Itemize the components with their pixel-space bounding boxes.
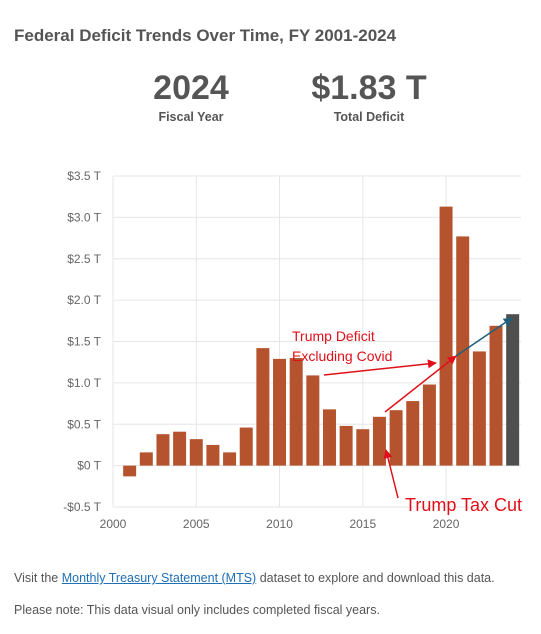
y-tick-label: $0.5 T — [67, 417, 101, 431]
bar-2020[interactable] — [439, 206, 453, 466]
annotation-arrow-red-1 — [323, 359, 437, 376]
bar-2002[interactable] — [139, 452, 153, 466]
bar-2003[interactable] — [156, 434, 170, 466]
deficit-bar-chart: -$0.5 T $0 T $0.5 T $1.0 T $1.5 T $2.0 T $2.5 … — [63, 169, 522, 530]
footer-mts-prefix: Visit the — [14, 571, 62, 585]
mts-link[interactable]: Monthly Treasury Statement (MTS) — [61, 571, 257, 585]
annotation-trump-deficit-line2: Excluding Covid — [292, 348, 392, 364]
total-deficit-stat: $1.83 T Total Deficit — [296, 68, 442, 124]
bar-2016[interactable] — [372, 416, 386, 466]
y-tick-label: $1.5 T — [67, 335, 101, 349]
y-tick-label: -$0.5 T — [63, 500, 101, 514]
total-deficit-value: $1.83 T — [311, 69, 427, 107]
bar-2005[interactable] — [189, 439, 203, 466]
bar-2018[interactable] — [406, 401, 420, 466]
bar-2012[interactable] — [306, 375, 320, 466]
x-tick-label: 2000 — [100, 517, 127, 530]
fiscal-year-stat: 2024 Fiscal Year — [140, 68, 242, 124]
bar-2006[interactable] — [206, 444, 220, 466]
bar-2014[interactable] — [339, 425, 353, 466]
bar-2007[interactable] — [223, 452, 237, 466]
bar-2013[interactable] — [322, 409, 336, 466]
bar-2008[interactable] — [239, 427, 253, 466]
total-deficit-label: Total Deficit — [333, 110, 405, 124]
bar-2004[interactable] — [173, 431, 187, 466]
x-tick-label: 2020 — [433, 517, 460, 530]
fiscal-year-value: 2024 — [153, 69, 229, 107]
footer-mts-suffix: dataset to explore and download this dat… — [256, 571, 495, 585]
bar-2011[interactable] — [289, 358, 303, 466]
bar-2023[interactable] — [489, 325, 503, 466]
bar-2001[interactable] — [123, 465, 137, 477]
chart-title: Federal Deficit Trends Over Time, FY 200… — [14, 26, 397, 45]
y-tick-label: $2.5 T — [67, 252, 101, 266]
x-tick-label: 2005 — [183, 517, 210, 530]
bar-2017[interactable] — [389, 410, 403, 466]
bar-2019[interactable] — [422, 384, 436, 466]
y-tick-label: $2.0 T — [67, 293, 101, 307]
y-axis-tick-labels: -$0.5 T $0 T $0.5 T $1.0 T $1.5 T $2.0 T $2.5 … — [63, 169, 101, 514]
y-tick-label: $1.0 T — [67, 376, 101, 390]
annotation-arrow-red-2 — [384, 355, 457, 413]
x-tick-label: 2015 — [349, 517, 376, 530]
y-tick-label: $3.5 T — [67, 169, 101, 183]
bar-2015[interactable] — [356, 429, 370, 466]
y-tick-label: $3.0 T — [67, 210, 101, 224]
bar-2024[interactable] — [506, 314, 520, 466]
x-axis-tick-labels: 2000 2005 2010 2015 2020 — [100, 517, 460, 530]
footer-mts-note: Visit the Monthly Treasury Statement (MT… — [14, 571, 495, 585]
x-tick-label: 2010 — [266, 517, 293, 530]
annotation-arrow-tax-cut — [383, 449, 399, 499]
annotation-arrow-blue — [455, 317, 513, 357]
annotation-trump-deficit-line1: Trump Deficit — [292, 328, 375, 344]
annotation-trump-tax-cut: Trump Tax Cut — [405, 495, 522, 515]
annotations: Trump Deficit Excluding Covid Trump Tax … — [292, 317, 522, 515]
y-tick-label: $0 T — [77, 459, 101, 473]
bar-2022[interactable] — [472, 351, 486, 466]
bars — [123, 206, 520, 477]
bar-2010[interactable] — [273, 358, 287, 466]
bar-2009[interactable] — [256, 348, 270, 466]
fiscal-year-label: Fiscal Year — [158, 110, 224, 124]
footer-disclaimer: Please note: This data visual only inclu… — [14, 603, 380, 617]
